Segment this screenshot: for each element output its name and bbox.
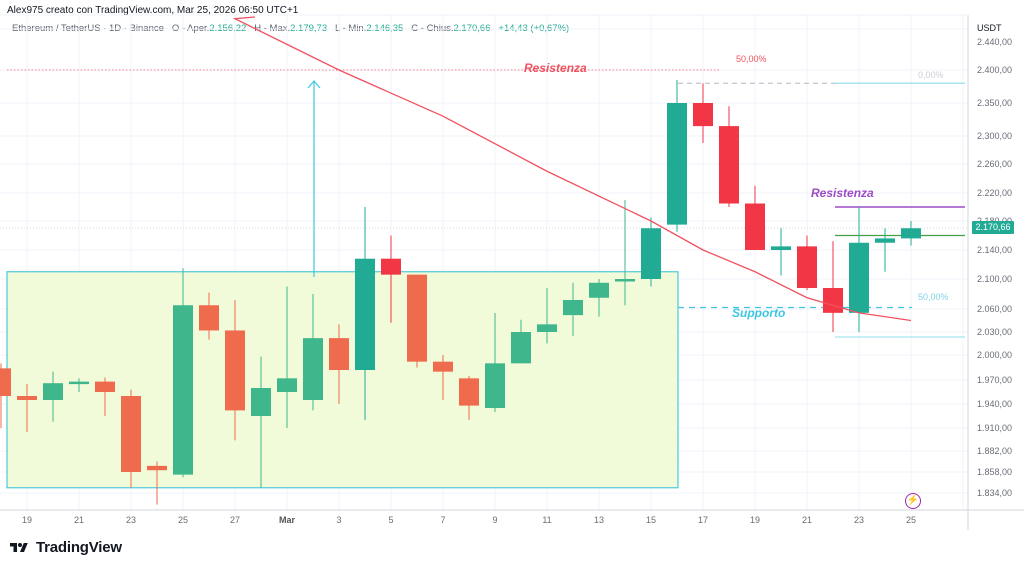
candle[interactable] bbox=[459, 375, 479, 420]
price-tick: 1.882,00 bbox=[977, 446, 1012, 456]
time-tick: 11 bbox=[542, 515, 551, 525]
tradingview-logo[interactable]: TradingView bbox=[8, 539, 122, 556]
candle[interactable] bbox=[355, 207, 375, 420]
time-tick: 17 bbox=[698, 515, 708, 525]
candle[interactable] bbox=[147, 461, 167, 505]
price-tick: 2.030,00 bbox=[977, 327, 1012, 337]
time-tick: 25 bbox=[906, 515, 916, 525]
fib-50-bottom-label: 50,00% bbox=[918, 292, 949, 302]
candle[interactable] bbox=[771, 228, 791, 276]
price-tick: 2.060,00 bbox=[977, 304, 1012, 314]
candle[interactable] bbox=[641, 217, 661, 287]
arrow-up-icon bbox=[307, 80, 321, 89]
candle[interactable] bbox=[277, 286, 297, 429]
fib-0-label: 0,00% bbox=[918, 70, 944, 80]
time-tick: 15 bbox=[646, 515, 656, 525]
candle[interactable] bbox=[251, 356, 271, 488]
candle[interactable] bbox=[17, 384, 37, 433]
candle[interactable] bbox=[823, 241, 843, 332]
time-axis[interactable]: 19 21 23 25 27 Mar 3 5 7 9 11 13 15 17 19 21 23 25 bbox=[22, 515, 916, 525]
time-tick: 3 bbox=[336, 515, 341, 525]
price-tick: 2.000,00 bbox=[977, 350, 1012, 360]
candles bbox=[0, 79, 921, 505]
candle[interactable] bbox=[407, 274, 427, 368]
price-tick: 1.910,00 bbox=[977, 423, 1012, 433]
candle[interactable] bbox=[173, 268, 193, 478]
candle[interactable] bbox=[901, 221, 921, 246]
candle[interactable] bbox=[303, 294, 323, 411]
time-tick: 19 bbox=[22, 515, 32, 525]
candle[interactable] bbox=[693, 83, 713, 143]
price-tick: 2.220,00 bbox=[977, 188, 1012, 198]
current-price-tag: 2.170,66 bbox=[972, 221, 1014, 234]
time-tick: 9 bbox=[492, 515, 497, 525]
time-tick: 21 bbox=[802, 515, 812, 525]
price-tick: 2.140,00 bbox=[977, 245, 1012, 255]
resistance-label-right: Resistenza bbox=[811, 186, 874, 200]
price-tick: 2.350,00 bbox=[977, 98, 1012, 108]
candle[interactable] bbox=[849, 207, 869, 332]
candle[interactable] bbox=[745, 185, 765, 250]
price-tick: 2.260,00 bbox=[977, 159, 1012, 169]
time-tick: 25 bbox=[178, 515, 188, 525]
candle[interactable] bbox=[381, 235, 401, 323]
candle[interactable] bbox=[537, 288, 557, 344]
resistance-label-top: Resistenza bbox=[524, 61, 587, 75]
price-tick: 1.858,00 bbox=[977, 467, 1012, 477]
candle[interactable] bbox=[329, 324, 349, 404]
candle[interactable] bbox=[719, 106, 739, 207]
candle[interactable] bbox=[121, 389, 141, 488]
time-tick: 13 bbox=[594, 515, 604, 525]
time-tick: 27 bbox=[230, 515, 240, 525]
candle[interactable] bbox=[563, 282, 583, 336]
lightning-event-icon[interactable]: ⚡ bbox=[905, 493, 921, 509]
chart-credit: Alex975 creato con TradingView.com, Mar … bbox=[7, 5, 299, 16]
candle[interactable] bbox=[511, 319, 531, 364]
time-tick: 19 bbox=[750, 515, 760, 525]
candle[interactable] bbox=[433, 355, 453, 400]
price-axis-unit: USDT bbox=[977, 23, 1002, 33]
time-tick: Mar bbox=[279, 515, 296, 525]
candle[interactable] bbox=[667, 79, 687, 232]
candle[interactable] bbox=[589, 279, 609, 317]
price-tick: 1.970,00 bbox=[977, 375, 1012, 385]
price-tick: 1.834,00 bbox=[977, 488, 1012, 498]
tradingview-logo-text: TradingView bbox=[36, 539, 122, 556]
candle[interactable] bbox=[875, 228, 895, 272]
price-tick: 1.940,00 bbox=[977, 399, 1012, 409]
price-axis[interactable]: USDT 2.440,00 2.400,00 2.350,00 2.300,00 2.26… bbox=[977, 23, 1012, 498]
price-tick: 2.400,00 bbox=[977, 65, 1012, 75]
price-tick: 2.100,00 bbox=[977, 274, 1012, 284]
candle[interactable] bbox=[225, 300, 245, 441]
fib-50-top-label: 50,00% bbox=[736, 54, 767, 64]
candle[interactable] bbox=[43, 371, 63, 422]
time-tick: 23 bbox=[854, 515, 864, 525]
candle[interactable] bbox=[797, 235, 817, 291]
candle[interactable] bbox=[0, 363, 11, 428]
tradingview-logo-icon bbox=[10, 542, 28, 552]
candle[interactable] bbox=[69, 378, 89, 392]
candle[interactable] bbox=[95, 377, 115, 417]
candle[interactable] bbox=[485, 312, 505, 412]
time-tick: 5 bbox=[388, 515, 393, 525]
price-tick: 2.300,00 bbox=[977, 131, 1012, 141]
moving-average-line[interactable] bbox=[232, 16, 912, 322]
time-tick: 23 bbox=[126, 515, 136, 525]
price-tick: 2.440,00 bbox=[977, 37, 1012, 47]
candle[interactable] bbox=[615, 200, 635, 306]
time-tick: 7 bbox=[440, 515, 445, 525]
candle[interactable] bbox=[199, 292, 219, 340]
support-label: Supporto bbox=[732, 306, 786, 320]
time-tick: 21 bbox=[74, 515, 84, 525]
